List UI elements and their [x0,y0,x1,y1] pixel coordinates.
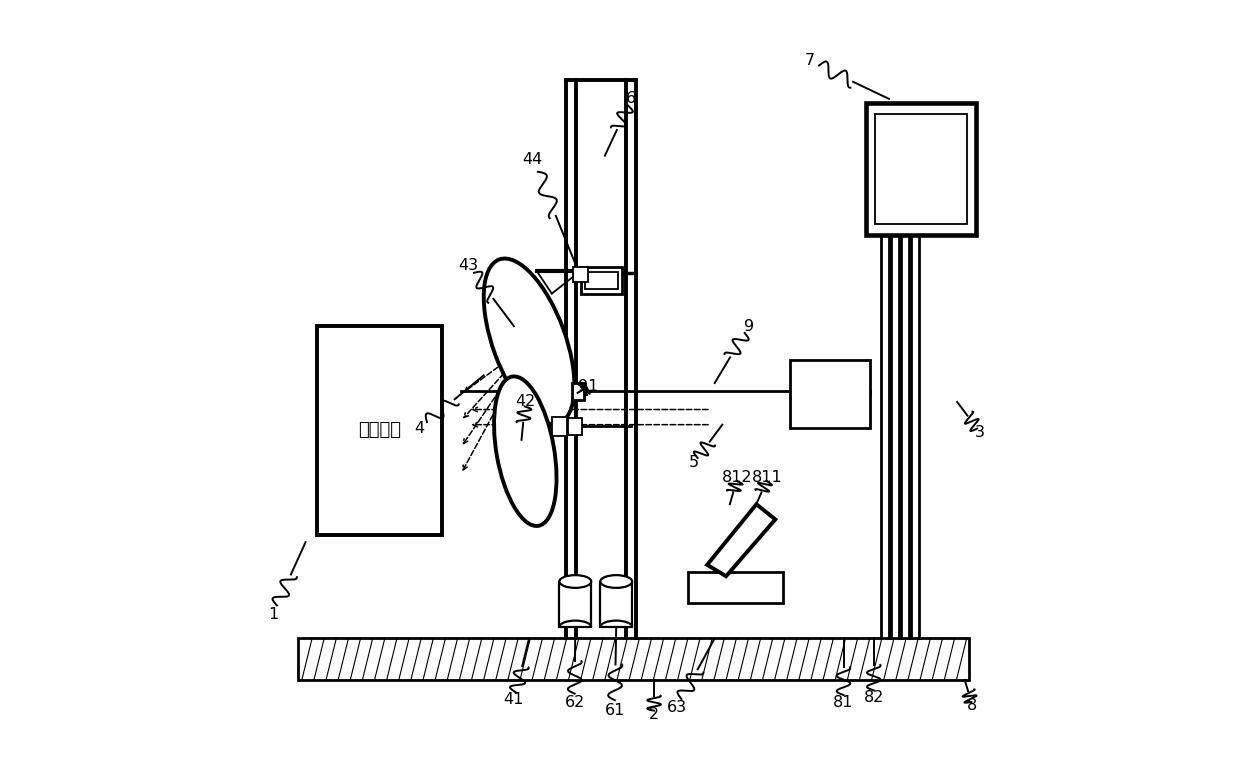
Text: 42: 42 [515,394,536,410]
Text: 812: 812 [722,470,753,485]
Bar [867,103,976,235]
Bar [688,572,782,603]
Text: 811: 811 [753,470,784,485]
Text: 82: 82 [863,690,884,705]
Ellipse shape [494,376,557,526]
Text: 62: 62 [564,696,585,710]
Text: 6: 6 [626,91,636,106]
Text: 61: 61 [605,703,625,718]
Bar [568,417,582,434]
Bar [559,581,591,627]
Ellipse shape [600,575,632,588]
Text: 63: 63 [667,700,687,715]
Bar [790,360,870,428]
Bar [875,114,967,224]
Bar [572,383,584,400]
Bar [585,272,618,289]
Text: 43: 43 [459,258,479,273]
Text: 5: 5 [689,455,699,470]
Bar [600,581,632,627]
Text: 91: 91 [578,379,599,394]
Text: 检测样品: 检测样品 [358,421,401,440]
Text: 4: 4 [414,421,424,436]
Text: 44: 44 [523,152,543,167]
Text: 8: 8 [967,698,977,712]
Ellipse shape [559,575,591,588]
Bar [580,267,622,293]
Text: 2: 2 [649,707,660,722]
Text: 9: 9 [744,319,754,334]
Text: 1: 1 [268,607,278,621]
Text: 7: 7 [805,54,815,68]
Ellipse shape [484,258,574,424]
Bar [552,417,567,436]
Bar [317,326,441,535]
Bar [298,638,968,680]
Bar [573,267,588,282]
Text: 41: 41 [503,692,525,707]
Polygon shape [707,504,775,576]
Text: 81: 81 [833,696,854,710]
Text: 3: 3 [975,425,985,440]
